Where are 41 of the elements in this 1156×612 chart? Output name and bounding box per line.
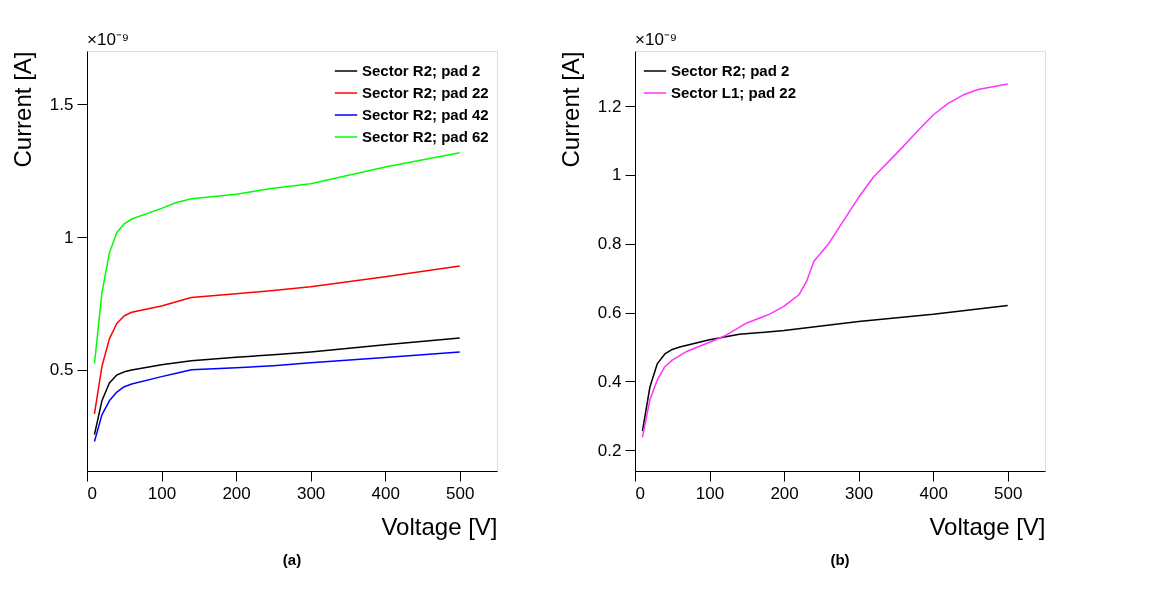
y-tick-label: 0.5 (49, 360, 74, 380)
x-axis-title: Voltage [V] (929, 512, 1046, 540)
y-tick-label: 1 (64, 227, 74, 247)
line-series (93, 351, 461, 443)
x-tick-label: 300 (296, 483, 326, 503)
x-tick-label: 400 (371, 483, 400, 503)
line-series (93, 337, 461, 436)
legend-label: Sector R2; pad 2 (671, 62, 790, 79)
x-tick-label: 100 (147, 483, 177, 503)
legend-label: Sector R2; pad 62 (362, 128, 489, 145)
line-series (93, 152, 461, 365)
legend-label: Sector R2; pad 2 (362, 62, 481, 79)
legend-label: Sector R2; pad 42 (362, 106, 489, 123)
x-tick-label: 500 (446, 483, 475, 503)
text: ×10⁻⁹ (87, 30, 130, 49)
line-series (641, 304, 1009, 432)
x-tick-label: 0 (87, 483, 97, 503)
y-tick-label: 1.5 (49, 94, 74, 114)
x-tick-label: 200 (222, 483, 251, 503)
y-tick-label: 0.6 (597, 303, 622, 323)
text: (a) (282, 551, 302, 568)
line-series (93, 265, 461, 415)
y-tick-label: 0.8 (597, 234, 622, 254)
line-series (641, 83, 1009, 439)
y-tick-label: 1 (612, 165, 622, 185)
legend-label: Sector R2; pad 22 (362, 84, 489, 101)
x-tick-label: 200 (770, 483, 799, 503)
y-tick-label: 0.2 (597, 440, 622, 460)
x-tick-label: 400 (919, 483, 948, 503)
y-axis-title: Current [A] (8, 51, 36, 168)
legend-label: Sector L1; pad 22 (671, 84, 797, 101)
text: (b) (830, 551, 850, 568)
x-axis-title: Voltage [V] (381, 512, 498, 540)
x-tick-label: 100 (695, 483, 725, 503)
x-tick-label: 0 (635, 483, 645, 503)
y-tick-label: 1.2 (597, 96, 622, 116)
text: ×10⁻⁹ (635, 30, 678, 49)
x-tick-label: 500 (994, 483, 1023, 503)
y-axis-title: Current [A] (556, 51, 584, 168)
x-tick-label: 300 (844, 483, 874, 503)
y-tick-label: 0.4 (597, 371, 622, 391)
